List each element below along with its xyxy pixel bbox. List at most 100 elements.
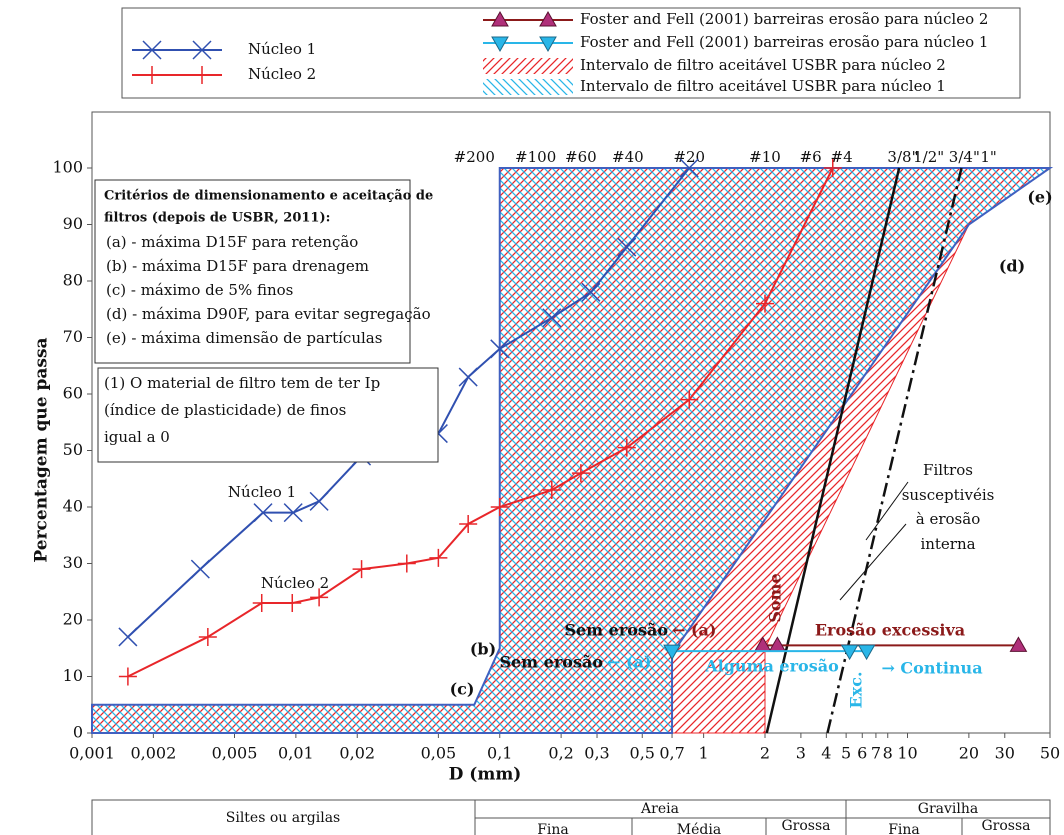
data-point bbox=[857, 644, 876, 661]
data-point bbox=[490, 498, 509, 516]
legend-marker bbox=[491, 10, 509, 27]
data-point bbox=[459, 514, 478, 533]
table-cell: Siltes ou argilas bbox=[226, 810, 340, 826]
data-point bbox=[283, 503, 303, 523]
data-point bbox=[310, 588, 329, 607]
x-tick-label: 50 bbox=[1040, 744, 1060, 763]
leader-line bbox=[839, 523, 907, 601]
legend-swatch bbox=[483, 58, 573, 74]
data-point bbox=[823, 159, 842, 177]
x-tick-label: 4 bbox=[821, 744, 831, 763]
annotation: Exc. bbox=[847, 671, 866, 708]
criteria-item: (d) - máxima D90F, para evitar segregaçã… bbox=[106, 305, 431, 323]
criteria-item: (a) - máxima D15F para retenção bbox=[106, 233, 358, 251]
criteria-box bbox=[94, 179, 411, 364]
x-tick-label: 3 bbox=[796, 744, 806, 763]
data-point bbox=[490, 339, 510, 359]
y-tick-label: 30 bbox=[63, 553, 83, 572]
data-point bbox=[581, 282, 601, 302]
y-tick-label: 20 bbox=[63, 610, 83, 629]
legend-marker bbox=[193, 66, 211, 84]
x-tick-label: 10 bbox=[897, 744, 917, 763]
series-line bbox=[127, 167, 834, 678]
annotation: Erosão excessiva bbox=[815, 621, 965, 640]
sieve-label: 1/2" bbox=[913, 148, 944, 166]
data-point bbox=[253, 503, 273, 523]
x-tick-label: 0,005 bbox=[212, 744, 258, 763]
x-tick-label: 0,1 bbox=[487, 744, 512, 763]
sieve-label: #200 bbox=[454, 148, 495, 166]
data-point bbox=[617, 237, 637, 257]
table-frame bbox=[91, 799, 1051, 835]
data-point bbox=[679, 158, 699, 178]
annotation: (d) bbox=[999, 257, 1025, 276]
annotation: (c) bbox=[450, 680, 475, 699]
legend-box bbox=[121, 7, 1021, 99]
legend-marker bbox=[539, 36, 557, 53]
y-tick-label: 80 bbox=[63, 271, 83, 290]
legend-marker bbox=[539, 10, 557, 27]
table-cell: Gravilha bbox=[918, 801, 978, 817]
legend-label: Foster and Fell (2001) barreiras erosão … bbox=[580, 10, 988, 28]
data-point bbox=[309, 491, 329, 511]
annotation: ← (a) bbox=[672, 621, 716, 640]
legend-marker bbox=[142, 40, 162, 60]
x-tick-label: 0,05 bbox=[421, 744, 457, 763]
leader-line bbox=[865, 481, 909, 541]
x-tick-label: 2 bbox=[760, 744, 770, 763]
data-point bbox=[542, 308, 562, 328]
sieve-label: 3/8" bbox=[887, 148, 918, 166]
criteria-title: Critérios de dimensionamento e aceitação… bbox=[104, 189, 433, 204]
table-cell: Fina bbox=[537, 822, 569, 835]
note-line: igual a 0 bbox=[104, 428, 170, 446]
x-tick-label: 0,3 bbox=[584, 744, 609, 763]
criteria-item: (c) - máximo de 5% finos bbox=[106, 281, 293, 299]
annotation: Núcleo 2 bbox=[261, 574, 329, 592]
table-cell: Média bbox=[677, 822, 721, 835]
legend-label: Intervalo de filtro aceitável USBR para … bbox=[580, 77, 946, 95]
legend-label: Intervalo de filtro aceitável USBR para … bbox=[580, 56, 946, 74]
annotation: → Continua bbox=[881, 659, 982, 678]
table-cell: Grossa bbox=[981, 818, 1030, 834]
note-line: (1) O material de filtro tem de ter Ip bbox=[104, 374, 380, 392]
annotation: interna bbox=[920, 535, 975, 553]
legend-marker bbox=[143, 66, 161, 84]
data-point bbox=[542, 481, 561, 500]
data-point bbox=[190, 559, 210, 579]
data-point bbox=[755, 294, 774, 313]
data-point bbox=[571, 464, 590, 483]
legend-label: Foster and Fell (2001) barreiras erosão … bbox=[580, 33, 988, 51]
y-tick-label: 50 bbox=[63, 440, 83, 459]
x-tick-label: 0,002 bbox=[130, 744, 176, 763]
criteria-item: (e) - máxima dimensão de partículas bbox=[106, 329, 382, 347]
x-tick-label: 0,01 bbox=[278, 744, 314, 763]
data-point bbox=[840, 644, 859, 661]
x-tick-label: 8 bbox=[883, 744, 893, 763]
data-point bbox=[198, 627, 217, 646]
annotation: Some bbox=[766, 573, 785, 622]
x-axis-title: D (mm) bbox=[449, 765, 522, 785]
susceptibility-line bbox=[826, 167, 963, 734]
x-tick-label: 0,5 bbox=[630, 744, 655, 763]
legend-label: Núcleo 1 bbox=[248, 40, 316, 58]
y-tick-label: 90 bbox=[63, 214, 83, 233]
x-tick-label: 6 bbox=[857, 744, 867, 763]
data-point bbox=[252, 594, 271, 613]
legend-swatch bbox=[483, 79, 573, 95]
x-tick-label: 0,001 bbox=[69, 744, 115, 763]
data-point bbox=[663, 644, 681, 661]
table-cell: Fina bbox=[888, 822, 920, 835]
data-point bbox=[458, 367, 478, 387]
sieve-label: 1" bbox=[980, 148, 996, 166]
y-tick-label: 40 bbox=[63, 497, 83, 516]
annotation: à erosão bbox=[916, 510, 980, 528]
legend-marker bbox=[192, 40, 212, 60]
legend-label: Núcleo 2 bbox=[248, 65, 316, 83]
annotation: ← (a) bbox=[607, 653, 651, 672]
y-axis-title: Percentagem que passa bbox=[32, 337, 52, 562]
susceptibility-line bbox=[765, 167, 901, 734]
criteria-title: filtros (depois de USBR, 2011): bbox=[104, 211, 330, 226]
annotation: susceptivéis bbox=[902, 486, 995, 504]
annotation: Sem erosão bbox=[499, 653, 603, 672]
filter-zone bbox=[91, 167, 1054, 734]
